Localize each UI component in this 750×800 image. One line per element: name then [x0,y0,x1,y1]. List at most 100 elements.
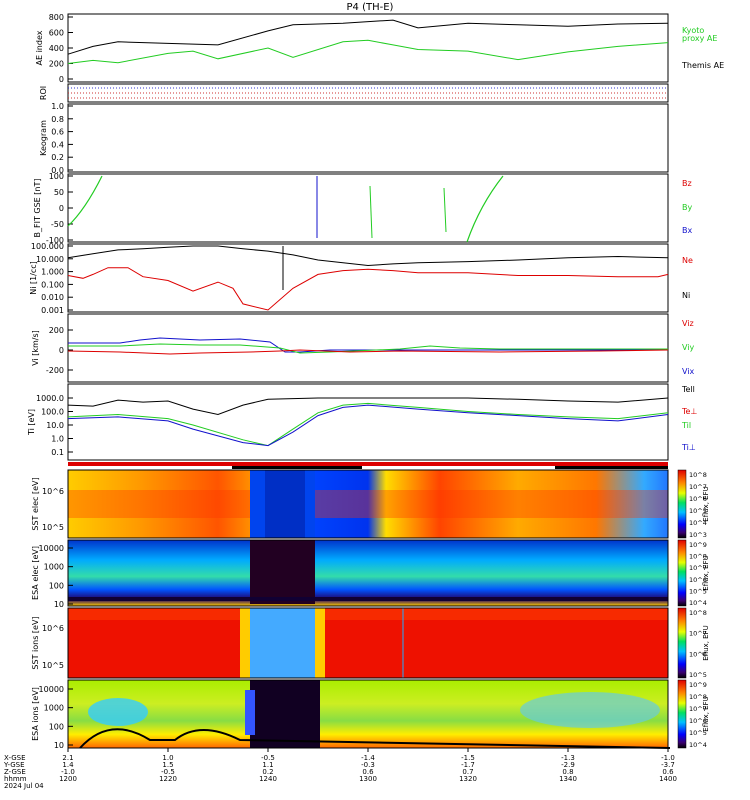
x-row-label: X-GSE [4,754,26,762]
x-tick-z_gse: 0.2 [262,768,273,776]
ti-ytick-tick-label: 10.0 [46,421,64,430]
legend-themis-ae: Themis AE [681,61,724,70]
ni-ytick-tick-label: 100.000 [31,242,64,251]
ni-ytick-tick-label: 0.001 [41,306,64,315]
keogram-panel: Keogram 1.0 0.8 0.6 0.4 0.2 0.0 [39,102,669,175]
colorbar-label: Eflux, EFU [702,486,710,521]
keogram-ylabel: Keogram [39,120,48,156]
colorbar-tick-label: 10^7 [689,483,707,491]
ae-kyoto-line [67,39,669,64]
b-ylabel: B_FIT GSE [nT] [33,179,42,238]
legend-by: By [682,203,692,212]
legend-bz: Bz [682,179,692,188]
plot-title: P4 (TH-E) [347,2,394,13]
colorbar-tick-label: 10^9 [689,541,707,549]
x-tick-y_gse: -3.7 [661,761,675,769]
x-tick-y_gse: -1.7 [461,761,475,769]
x-tick-y_gse: 1.4 [62,761,74,769]
x-tick-x_gse: -1.0 [661,754,675,762]
ti-ylabel: Ti [eV] [27,409,36,436]
vi-ylabel: Vi [km/s] [31,330,40,366]
legend-ti-perp: Ti⊥ [681,443,696,452]
legend-viz: Viz [682,319,694,328]
legend-ne: Ne [682,256,693,265]
colorbar-tick-label: 10^4 [689,599,707,607]
x-tick-z_gse: 0.7 [462,768,473,776]
x-tick-y_gse: 1.5 [162,761,173,769]
b-ytick-tick-label: 100 [49,172,64,181]
x-tick-hhmm: 1200 [59,775,77,783]
keogram-ytick-tick-label: 0.4 [51,140,64,149]
ti-series-line [67,397,669,416]
ti-series-line [67,402,669,447]
esa-ions-ylabel: ESA ions [eV] [31,687,40,741]
ti-ytick-tick-label: 1.0 [51,435,64,444]
colorbar-tick-label: 10^9 [689,681,707,689]
roi-ylabel: ROI [39,86,48,100]
keogram-ytick-tick-label: 0.6 [51,128,64,137]
esa-ions-panel: ESA ions [eV] 10000 1000 100 10 [31,679,671,750]
x-tick-hhmm: 1340 [559,775,577,783]
ae-ytick-tick-label: 400 [49,44,64,53]
roi-panel: ROI [39,83,669,103]
ti-yticks: 1000.0 100.0 10.0 1.0 0.1 [36,394,73,457]
sst-elec-ylabel: SST elec [eV] [31,477,40,530]
colorbar [677,607,687,679]
x-axis-ticks: 2.11.4-1.012001.01.5-0.51220-0.51.10.212… [59,748,677,783]
colorbar-tick-label: 10^3 [689,531,707,539]
ni-ytick-tick-label: 10.000 [36,255,64,264]
x-tick-x_gse: -1.3 [561,754,575,762]
vi-ytick-tick-label: -200 [46,366,64,375]
esa-ions-ytick-tick-label: 1000 [44,704,64,713]
x-tick-z_gse: -1.0 [61,768,75,776]
colorbar-label: Eflux, EFU [702,696,710,731]
region-bar-red [68,462,668,466]
x-tick-hhmm: 1400 [659,775,677,783]
x-tick-hhmm: 1300 [359,775,377,783]
x-tick-x_gse: 2.1 [62,754,73,762]
vi-green-line [68,343,668,354]
ae-ytick-tick-label: 0 [59,75,64,84]
ne-line [67,267,669,311]
b-green-trace-1 [67,175,103,227]
colorbar-tick-label: 10^5 [689,671,707,679]
colorbar-tick-label: 10^7 [689,564,707,572]
ni-ylabel: Ni [1/cc] [29,261,38,295]
ti-ytick-tick-label: 1000.0 [36,394,64,403]
ni-line [67,245,669,267]
colorbar-tick-label: 10^8 [689,471,707,479]
esa-elec-ytick-tick-label: 100 [49,581,64,590]
b-green-trace-2 [369,185,373,239]
esa-elec-panel: ESA elec [eV] 10000 1000 100 10 [31,539,669,609]
colorbar-tick-label: 10^6 [689,650,707,658]
vi-yticks: 200 0 -200 [46,326,73,375]
legend-ni: Ni [682,291,690,300]
ae-ytick-tick-label: 200 [49,60,64,69]
colorbar-tick-label: 10^5 [689,729,707,737]
sst-ions-ytick-1: 10^6 [42,624,64,633]
colorbar-tick-label: 10^7 [689,630,707,638]
keogram-ytick-tick-label: 0.0 [51,166,64,175]
vi-ytick-tick-label: 200 [49,326,64,335]
legend-vix: Vix [682,367,695,376]
b-field-panel: B_FIT GSE [nT] 100 50 0 -50 -100 Bz By Bx [33,172,692,245]
colorbar-tick-label: 10^5 [689,587,707,595]
colorbar [677,469,687,539]
b-ytick-tick-label: 0 [59,204,64,213]
colorbar-tick-label: 10^4 [689,741,707,749]
ti-ytick-tick-label: 0.1 [51,448,64,457]
region-bar-black-2 [555,466,668,469]
x-tick-z_gse: -0.5 [161,768,175,776]
esa-ions-ytick-tick-label: 100 [49,722,64,731]
x-tick-y_gse: -0.3 [361,761,375,769]
b-yticks: 100 50 0 -50 -100 [46,172,73,245]
ni-ytick-tick-label: 1.000 [41,268,64,277]
colorbar-tick-label: 10^8 [689,609,707,617]
legend-kyoto: Kyoto [682,26,704,35]
x-row-label: 2024 Jul 04 [4,782,44,790]
ae-ytick-tick-label: 600 [49,29,64,38]
ti-series-line [67,404,669,447]
ni-yticks: 100.000 10.000 1.000 0.100 0.010 0.001 [31,242,73,315]
